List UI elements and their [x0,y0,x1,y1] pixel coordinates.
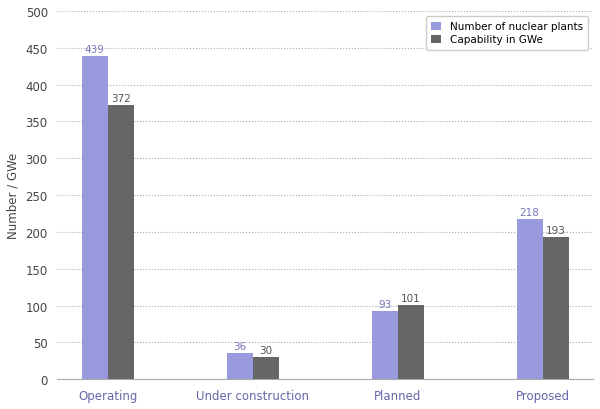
Bar [542,238,569,380]
Bar [82,57,108,380]
Bar [253,357,279,380]
Text: 439: 439 [85,45,105,54]
Bar [517,219,542,380]
Bar [108,106,134,380]
Bar [227,353,253,380]
Bar [398,305,424,380]
Text: 372: 372 [111,94,131,104]
Bar [371,311,398,380]
Text: 218: 218 [520,207,539,217]
Text: 193: 193 [546,225,566,235]
Legend: Number of nuclear plants, Capability in GWe: Number of nuclear plants, Capability in … [425,17,588,51]
Text: 93: 93 [378,299,391,309]
Text: 36: 36 [233,341,247,351]
Text: 30: 30 [259,345,272,355]
Y-axis label: Number / GWe: Number / GWe [7,153,20,239]
Text: 101: 101 [401,293,421,303]
